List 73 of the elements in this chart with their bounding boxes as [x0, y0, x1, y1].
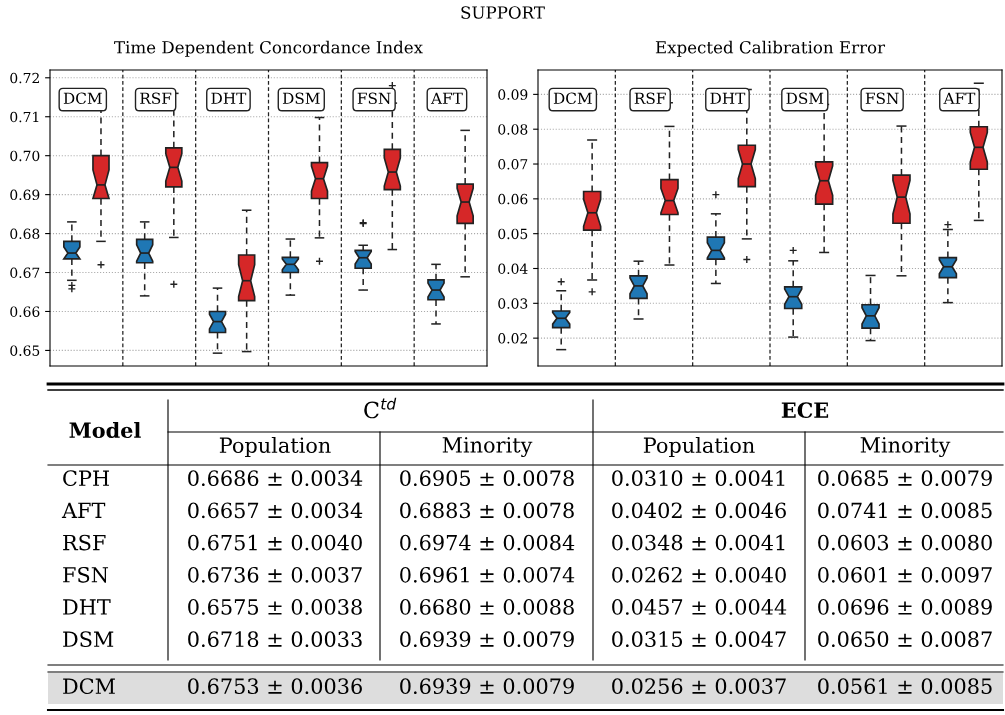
text: Model [69, 421, 141, 439]
text: 0.0457 ± 0.0044 [612, 599, 787, 615]
category-label: Minority [860, 437, 951, 458]
text: 0.0741 ± 0.0085 [818, 502, 992, 519]
y-tick-label: 0.08 [498, 124, 528, 135]
text: 0.6718 ± 0.0033 [188, 631, 362, 648]
category-label: RSF [140, 92, 172, 105]
y-tick-label: 0.66 [10, 306, 40, 317]
category-label: DHT [63, 599, 111, 615]
category-label: AFT [430, 92, 463, 104]
text: 0.0402 ± 0.0046 [612, 502, 786, 519]
text: 0.6939 ± 0.0079 [400, 631, 574, 648]
y-tick-label: 0.68 [10, 228, 40, 240]
text: 0.6680 ± 0.0088 [400, 599, 574, 615]
category-label: FSN [63, 566, 109, 583]
category-label: RSF [634, 92, 666, 105]
y-tick-label: 0.69 [10, 189, 40, 201]
text: 0.6883 ± 0.0078 [400, 502, 574, 519]
category-label: Minority [442, 437, 533, 458]
y-tick-label: 0.04 [498, 263, 528, 274]
category-label: Population [643, 436, 755, 458]
y-tick-label: 0.09 [498, 89, 528, 100]
y-tick-label: 0.02 [498, 333, 527, 344]
y-tick-label: 0.72 [10, 72, 39, 84]
category-label: Population [219, 436, 331, 458]
category-label: DHT [211, 92, 247, 104]
text: 0.0696 ± 0.0089 [818, 599, 992, 615]
text: 0.6736 ± 0.0037 [188, 566, 362, 583]
category-label: DSM [282, 92, 320, 105]
y-tick-label: 0.65 [10, 345, 40, 356]
y-tick-label: 0.07 [498, 158, 528, 170]
text: 0.6939 ± 0.0079 [400, 678, 574, 695]
y-tick-label: 0.06 [498, 193, 528, 205]
text: 0.6751 ± 0.0040 [188, 534, 362, 551]
category-label: FSN [865, 92, 899, 105]
chart-title: Time Dependent Concordance Index [114, 40, 423, 57]
chart-title: Expected Calibration Error [655, 40, 886, 57]
text: 0.6961 ± 0.0074 [400, 566, 575, 583]
category-label: DCM [553, 92, 592, 105]
text: ECE [781, 402, 829, 419]
text: 0.0601 ± 0.0097 [818, 566, 992, 583]
category-label: AFT [943, 92, 976, 104]
category-label: DSM [786, 92, 824, 105]
category-label: RSF [63, 534, 106, 551]
text: 0.0310 ± 0.0041 [612, 470, 785, 487]
category-label: FSN [357, 92, 391, 105]
text: 0.0650 ± 0.0087 [818, 631, 992, 648]
category-label: DSM [63, 631, 114, 648]
text: 0.0256 ± 0.0037 [612, 678, 786, 695]
text: 0.0603 ± 0.0080 [818, 534, 992, 551]
text: 0.6905 ± 0.0078 [400, 470, 574, 487]
text: SUPPORT [461, 6, 545, 19]
y-tick-label: 0.71 [10, 111, 39, 123]
y-tick-label: 0.67 [10, 267, 40, 278]
y-tick-label: 0.05 [498, 228, 528, 240]
y-tick-label: 0.70 [10, 150, 40, 162]
category-label: AFT [61, 502, 106, 518]
y-tick-label: 0.03 [498, 298, 528, 309]
category-label: DCM [63, 92, 102, 105]
category-label: DCM [63, 678, 115, 695]
text: 0.0685 ± 0.0079 [818, 470, 992, 487]
category-label: DHT [710, 92, 746, 104]
text: 0.6575 ± 0.0038 [188, 599, 362, 615]
text: 0.6686 ± 0.0034 [188, 470, 363, 487]
category-label: CPH [63, 470, 109, 487]
text: 0.6974 ± 0.0084 [400, 534, 575, 551]
text: C$^{td}$ [364, 397, 397, 419]
text: 0.0348 ± 0.0041 [612, 534, 785, 551]
text: 0.0315 ± 0.0047 [612, 631, 786, 648]
text: 0.0262 ± 0.0040 [612, 566, 786, 583]
text: 0.0561 ± 0.0085 [818, 678, 992, 695]
text: 0.6753 ± 0.0036 [188, 678, 362, 695]
text: 0.6657 ± 0.0034 [188, 502, 363, 519]
